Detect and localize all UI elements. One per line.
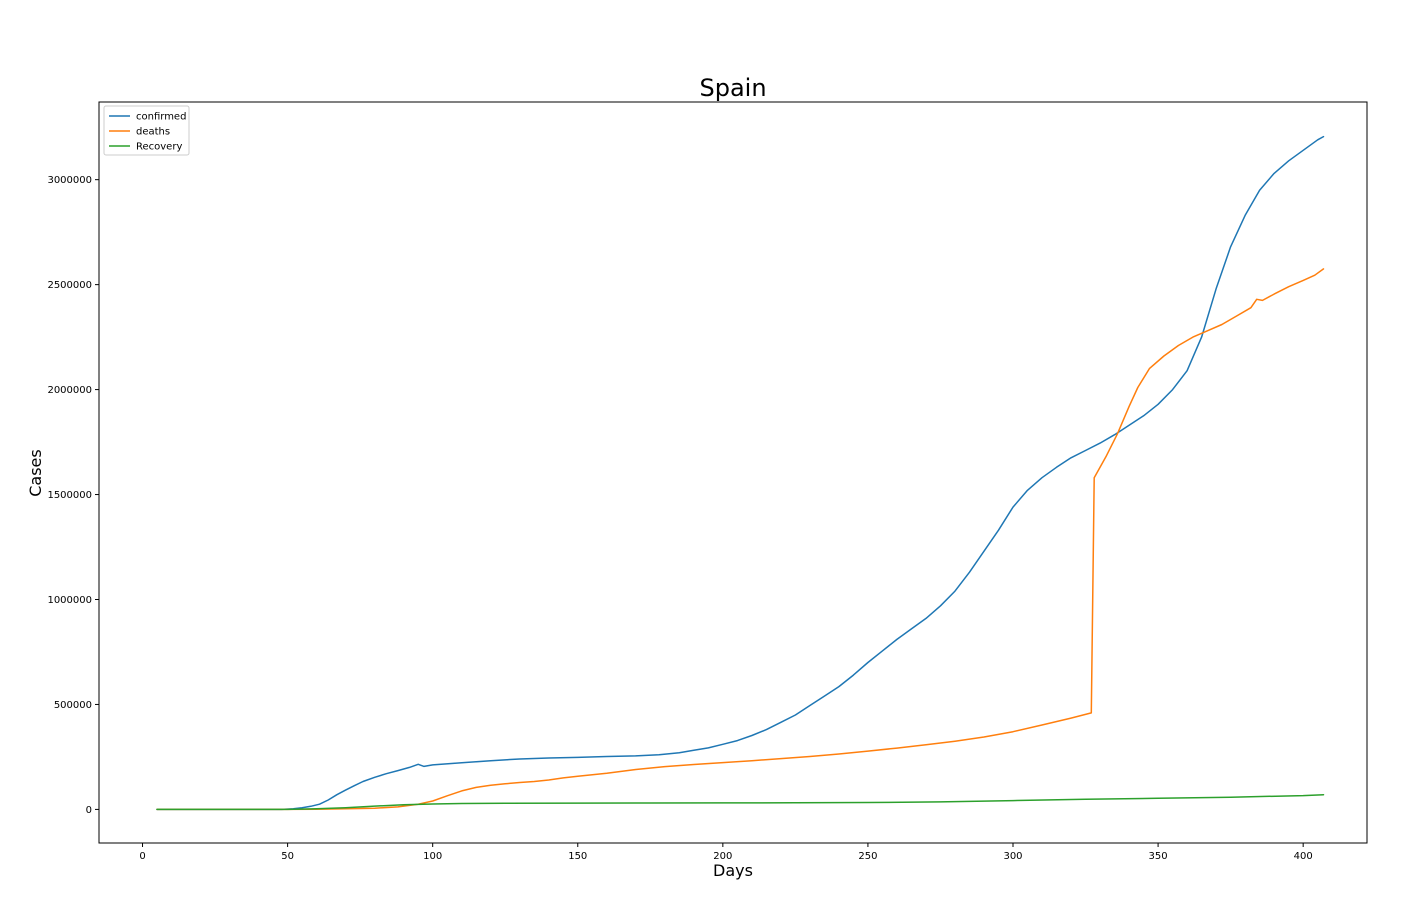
legend-label-recovery: Recovery [136, 142, 182, 153]
y-tick-label: 1500000 [47, 490, 92, 501]
x-tick-label: 250 [858, 851, 877, 862]
x-axis-label: Days [713, 861, 753, 880]
x-axis-ticks: 0 50 100 150 200 250 300 350 400 [139, 843, 1313, 862]
x-tick-label: 100 [423, 851, 442, 862]
legend: confirmed deaths Recovery [103, 105, 190, 156]
legend-items: confirmed deaths Recovery [109, 112, 186, 153]
y-tick-label: 2000000 [47, 385, 92, 396]
series-line-recovery [156, 793, 1325, 811]
x-tick-label: 350 [1149, 851, 1168, 862]
x-tick-label: 50 [281, 851, 294, 862]
y-tick-label: 1000000 [47, 595, 92, 606]
x-tick-label: 150 [568, 851, 587, 862]
y-axis-label: Cases [26, 449, 45, 497]
x-tick-label: 0 [139, 851, 145, 862]
y-tick-label: 0 [86, 805, 92, 816]
series-line-confirmed [156, 135, 1325, 811]
y-tick-label: 2500000 [47, 280, 92, 291]
series-lines [156, 135, 1325, 811]
x-tick-label: 200 [713, 851, 732, 862]
y-tick-label: 3000000 [47, 175, 92, 186]
y-axis-ticks: 0 500000 1000000 1500000 2000000 2500000 30000… [47, 175, 99, 816]
plot-area [98, 101, 1368, 844]
y-tick-label: 500000 [54, 700, 92, 711]
x-tick-label: 300 [1003, 851, 1022, 862]
x-tick-label: 400 [1294, 851, 1313, 862]
legend-label-confirmed: confirmed [136, 112, 186, 123]
chart-title: Spain [699, 74, 766, 102]
legend-label-deaths: deaths [136, 127, 170, 138]
legend-box [103, 105, 190, 156]
series-line-deaths [156, 268, 1325, 811]
